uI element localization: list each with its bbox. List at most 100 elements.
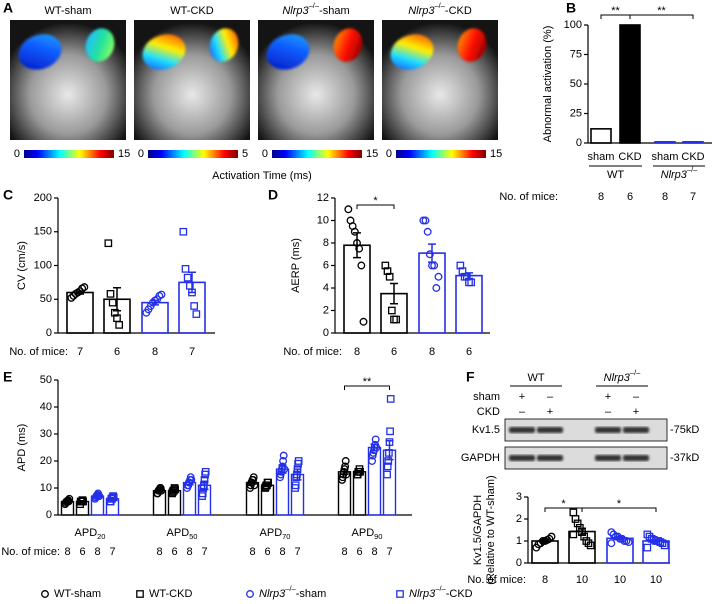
- point: [573, 519, 582, 528]
- y-tick-label: 20: [40, 455, 52, 467]
- point: [586, 541, 595, 550]
- x-tick-label: APD70: [260, 527, 291, 542]
- y-tick-label: 100: [564, 19, 582, 31]
- n-label: No. of mice:: [9, 346, 68, 358]
- activation-blob: [18, 34, 62, 70]
- blot-band-label: GAPDH: [461, 452, 500, 464]
- bar: [619, 24, 641, 144]
- point: [108, 298, 117, 307]
- legend-label: Nlrp3–/–-CKD: [409, 584, 473, 599]
- point: [192, 310, 201, 318]
- error-bar: [541, 538, 549, 544]
- point: [607, 539, 616, 548]
- n-value: 6: [79, 546, 85, 558]
- point: [383, 267, 392, 275]
- error-bar: [390, 282, 398, 305]
- n-value: 8: [249, 546, 255, 558]
- point: [569, 508, 578, 517]
- error-bar: [155, 488, 164, 493]
- n-value: 8: [279, 546, 285, 558]
- n-value: 8: [354, 346, 360, 358]
- y-tick-label: 50: [40, 374, 52, 386]
- colorbar: [24, 150, 114, 158]
- map-title: WT-CKD: [170, 5, 213, 17]
- sig-label: **: [611, 5, 620, 17]
- point: [643, 530, 652, 539]
- label-part: Nlrp3: [409, 588, 436, 600]
- sig-label: **: [657, 5, 666, 17]
- n-value: 7: [109, 546, 115, 558]
- n-value: 8: [186, 546, 192, 558]
- legend-label: Nlrp3–/–-sham: [259, 584, 326, 599]
- n-value: 8: [598, 191, 604, 203]
- sig-bracket: [581, 507, 657, 512]
- blot-group-label: WT: [527, 372, 544, 384]
- point: [368, 457, 377, 465]
- bar: [455, 274, 483, 334]
- error-bar: [188, 271, 196, 294]
- label-part: 50: [189, 532, 197, 541]
- error-bar: [652, 538, 660, 544]
- y-tick-label: 12: [317, 192, 329, 204]
- n-value: 6: [466, 346, 472, 358]
- legend-label: WT-sham: [54, 588, 101, 600]
- point: [115, 321, 124, 329]
- map-title: Nlrp3–/–-CKD: [408, 1, 472, 16]
- y-tick-label: 0: [46, 509, 52, 521]
- n-value: 6: [391, 346, 397, 358]
- x-tick-label: sham: [588, 151, 615, 163]
- colorbar-max: 5: [242, 148, 248, 160]
- label-part: –/–: [309, 1, 320, 10]
- panel-letter: C: [3, 187, 13, 203]
- point: [383, 462, 392, 471]
- n-value: 8: [64, 546, 70, 558]
- group-label: Nlrp3–/–: [661, 165, 699, 180]
- panel-letter: B: [566, 0, 576, 16]
- label-part: –/–: [285, 584, 296, 593]
- point: [67, 293, 76, 302]
- y-tick-label: 8: [323, 237, 329, 249]
- point: [381, 261, 390, 270]
- colorbar: [272, 150, 362, 158]
- blot-mark: +: [519, 391, 525, 403]
- error-bar: [370, 443, 379, 452]
- point: [110, 308, 119, 317]
- panel-letter: D: [268, 187, 278, 203]
- point: [425, 250, 434, 259]
- y-axis-label: (Relative to WT-sham): [485, 475, 497, 584]
- error-bar: [151, 299, 159, 306]
- y-tick-label: 10: [317, 214, 329, 226]
- point: [279, 451, 288, 460]
- y-tick-label: 3: [516, 491, 522, 503]
- activation-blob: [266, 34, 310, 70]
- blot-mark: –: [519, 406, 526, 418]
- x-tick-label: sham: [652, 151, 679, 163]
- n-value: 10: [650, 574, 662, 586]
- sig-bracket: [356, 204, 395, 209]
- y-tick-label: 40: [40, 401, 52, 413]
- n-label: No. of mice:: [499, 191, 558, 203]
- point: [344, 205, 353, 214]
- panel-letter: A: [3, 0, 13, 16]
- point: [181, 265, 190, 273]
- point: [371, 435, 380, 444]
- point: [643, 543, 652, 552]
- label-part: APD: [75, 527, 98, 539]
- label-part: –/–: [434, 1, 445, 10]
- label-part: Nlrp3: [604, 372, 631, 384]
- label-part: -sham: [296, 588, 327, 600]
- y-axis-label: CV (cm/s): [16, 241, 28, 290]
- activation-blob: [457, 28, 487, 62]
- point: [609, 530, 618, 539]
- point: [458, 267, 467, 275]
- y-tick-label: 0: [323, 327, 329, 339]
- y-tick-label: 50: [570, 78, 582, 90]
- label-part: 20: [97, 532, 105, 541]
- n-value: 6: [114, 346, 120, 358]
- colorbar-min: 0: [14, 148, 20, 160]
- group-label: WT: [607, 169, 624, 181]
- x-tick-label: CKD: [618, 151, 641, 163]
- blot-band: [537, 427, 563, 433]
- error-bar: [616, 536, 624, 541]
- point: [355, 244, 364, 253]
